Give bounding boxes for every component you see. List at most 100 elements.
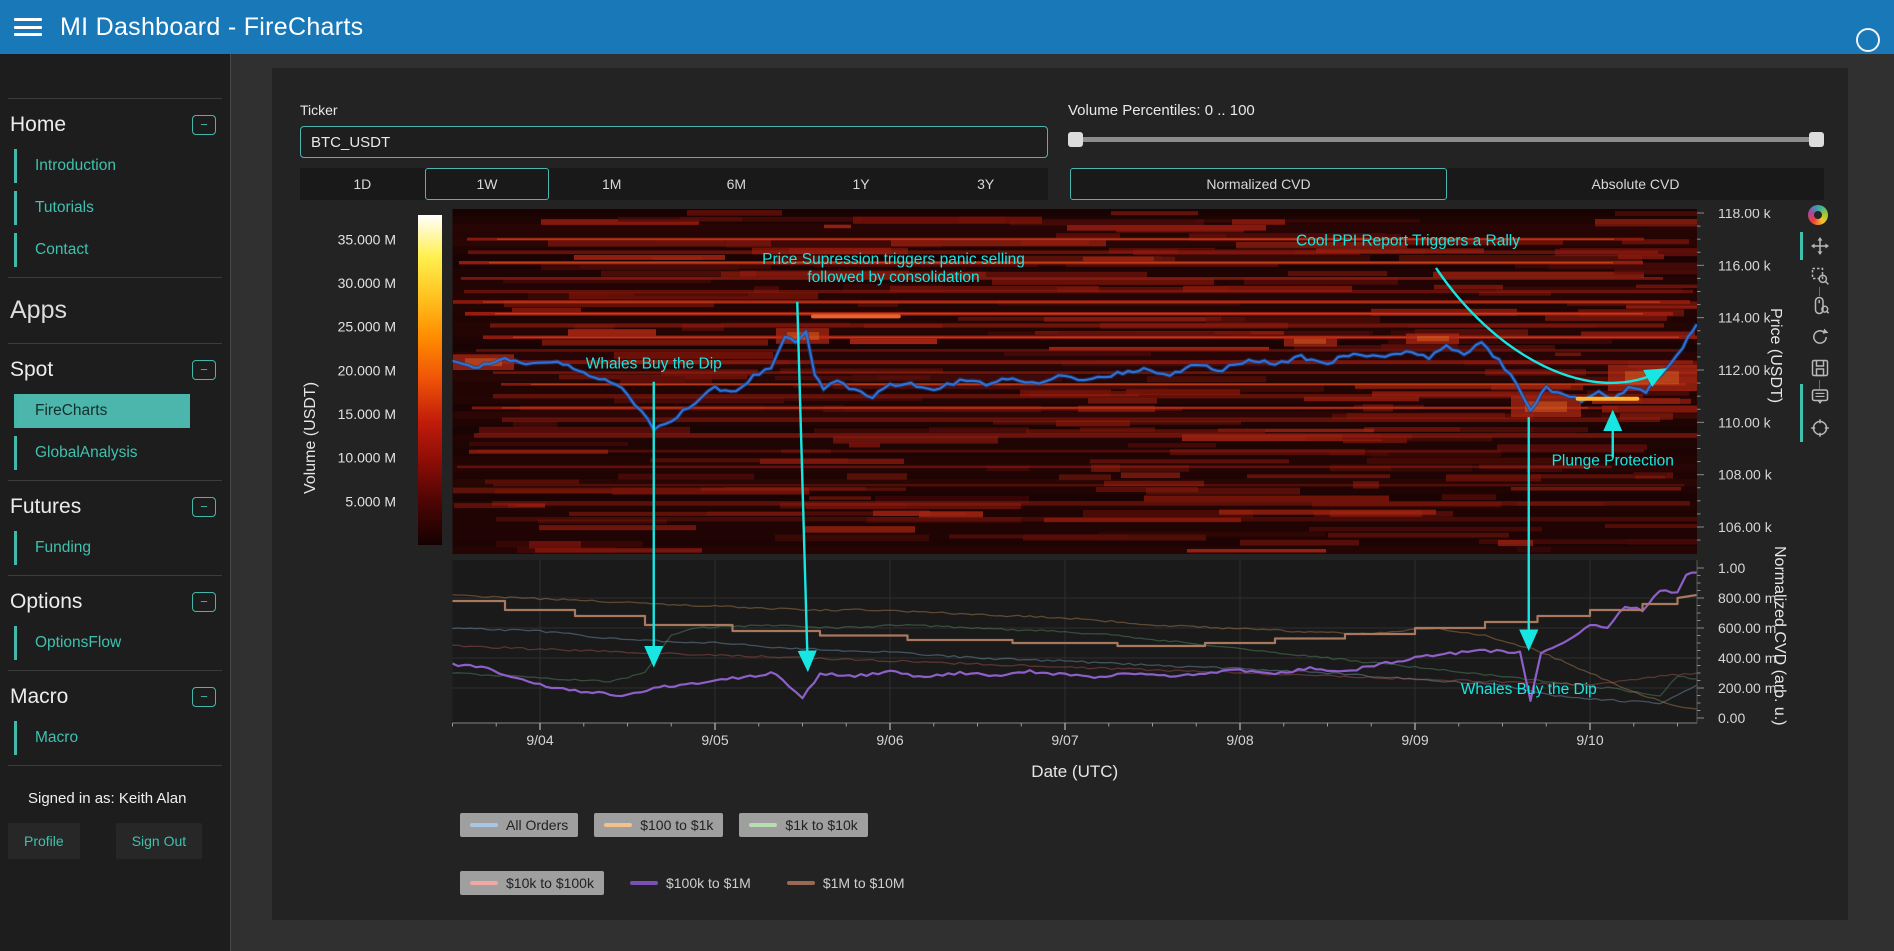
legend-row-1: All Orders $100 to $1k $1k to $10k xyxy=(460,813,868,837)
section-heading: Futures xyxy=(10,495,81,519)
price-tick-label: 112.00 k xyxy=(1718,362,1772,378)
range-button-1y[interactable]: 1Y xyxy=(799,168,924,200)
date-tick-label: 9/09 xyxy=(1401,732,1428,748)
legend-item-100k-1m[interactable]: $100k to $1M xyxy=(620,871,761,895)
legend-item-10k-100k[interactable]: $10k to $100k xyxy=(460,871,604,895)
cvd-tick-label: 400.00 m xyxy=(1718,650,1776,666)
sidebar-item-firecharts[interactable]: FireCharts xyxy=(14,394,190,428)
app-header: MI Dashboard - FireCharts xyxy=(0,0,1894,54)
crosshair-tool-icon[interactable] xyxy=(1810,418,1832,440)
box-zoom-tool-icon[interactable] xyxy=(1810,266,1832,288)
sidebar-section-home: Home − xyxy=(0,109,230,141)
chart-annotation: Whales Buy the Dip xyxy=(1461,681,1597,698)
legend-swatch xyxy=(787,881,815,885)
pan-tool-icon[interactable] xyxy=(1810,236,1832,258)
chart-annotation: Cool PPI Report Triggers a Rally xyxy=(1296,233,1520,250)
slider-track[interactable] xyxy=(1068,137,1824,142)
cvd-tick-label: 600.00 m xyxy=(1718,620,1776,636)
normalized-cvd-button[interactable]: Normalized CVD xyxy=(1070,168,1447,200)
price-tick-label: 118.00 k xyxy=(1718,209,1772,221)
section-heading: Macro xyxy=(10,685,68,709)
legend-swatch xyxy=(749,823,777,827)
signed-in-text: Signed in as: Keith Alan xyxy=(0,776,230,813)
collapse-icon[interactable]: − xyxy=(192,687,216,707)
colorbar-tick-label: 5.000 M xyxy=(345,493,396,509)
time-range-buttons: 1D 1W 1M 6M 1Y 3Y xyxy=(300,168,1048,200)
volume-heatmap xyxy=(453,209,1849,554)
price-axis-title: Price (USDT) xyxy=(1766,308,1784,403)
volume-colorbar xyxy=(418,215,442,545)
active-tool-indicator xyxy=(1800,232,1803,260)
wheel-zoom-tool-icon[interactable] xyxy=(1810,296,1832,318)
range-button-6m[interactable]: 6M xyxy=(674,168,799,200)
save-tool-icon[interactable] xyxy=(1810,358,1832,380)
collapse-icon[interactable]: − xyxy=(192,592,216,612)
sidebar-item-introduction[interactable]: Introduction xyxy=(14,149,190,183)
profile-button[interactable]: Profile xyxy=(8,823,80,859)
firecharts-plot[interactable]: 35.000 M30.000 M25.000 M20.000 M15.000 M… xyxy=(272,209,1848,787)
volume-percentile-slider[interactable] xyxy=(1068,130,1824,150)
cvd-axis-title: Normalized CVD (arb. u.) xyxy=(1770,546,1788,726)
range-button-1m[interactable]: 1M xyxy=(549,168,674,200)
colorbar-tick-label: 30.000 M xyxy=(338,275,396,291)
sidebar-item-macro[interactable]: Macro xyxy=(14,721,190,755)
legend-row-2: $10k to $100k $100k to $1M $1M to $10M xyxy=(460,871,915,895)
legend-swatch xyxy=(630,881,658,885)
cvd-panel-bg xyxy=(453,560,1698,723)
date-tick-label: 9/08 xyxy=(1226,732,1253,748)
cvd-tick-label: 800.00 m xyxy=(1718,590,1776,606)
colorbar-tick-label: 25.000 M xyxy=(338,319,396,335)
cvd-tick-label: 200.00 m xyxy=(1718,680,1776,696)
hamburger-menu-icon[interactable] xyxy=(14,18,42,36)
collapse-icon[interactable]: − xyxy=(192,360,216,380)
colorbar-tick-label: 15.000 M xyxy=(338,406,396,422)
divider xyxy=(8,98,222,99)
ticker-label: Ticker xyxy=(300,102,338,118)
range-button-1w[interactable]: 1W xyxy=(425,168,550,200)
content-card: Ticker Volume Percentiles: 0 .. 100 1D 1… xyxy=(272,68,1848,920)
legend-item-1k-10k[interactable]: $1k to $10k xyxy=(739,813,867,837)
cvd-tick-label: 1.00 xyxy=(1718,560,1745,576)
colorbar-tick-label: 10.000 M xyxy=(338,450,396,466)
collapse-icon[interactable]: − xyxy=(192,115,216,135)
ticker-input[interactable] xyxy=(300,126,1048,158)
absolute-cvd-button[interactable]: Absolute CVD xyxy=(1447,168,1824,200)
colorbar-tick-label: 20.000 M xyxy=(338,362,396,378)
sidebar: Home − Introduction Tutorials Contact Ap… xyxy=(0,54,231,951)
section-heading: Spot xyxy=(10,358,53,382)
date-tick-label: 9/05 xyxy=(701,732,728,748)
page: MI Dashboard - FireCharts Home − Introdu… xyxy=(0,0,1894,951)
slider-handle-high[interactable] xyxy=(1809,132,1824,147)
sidebar-item-optionsflow[interactable]: OptionsFlow xyxy=(14,626,190,660)
slider-handle-low[interactable] xyxy=(1068,132,1083,147)
price-tick-label: 106.00 k xyxy=(1718,519,1773,535)
cvd-mode-buttons: Normalized CVD Absolute CVD xyxy=(1070,168,1824,200)
legend-item-all-orders[interactable]: All Orders xyxy=(460,813,578,837)
reset-tool-icon[interactable] xyxy=(1810,327,1832,349)
range-button-1d[interactable]: 1D xyxy=(300,168,425,200)
sidebar-item-globalanalysis[interactable]: GlobalAnalysis xyxy=(14,436,190,470)
sidebar-section-futures: Futures − xyxy=(0,491,230,523)
sidebar-section-spot: Spot − xyxy=(0,354,230,386)
range-button-3y[interactable]: 3Y xyxy=(923,168,1048,200)
status-circle-icon[interactable] xyxy=(1856,28,1880,52)
legend-item-1m-10m[interactable]: $1M to $10M xyxy=(777,871,915,895)
sign-out-button[interactable]: Sign Out xyxy=(116,823,202,859)
sidebar-section-macro: Macro − xyxy=(0,681,230,713)
divider xyxy=(8,670,222,671)
date-tick-label: 9/04 xyxy=(526,732,553,748)
divider xyxy=(8,765,222,766)
legend-item-100-1k[interactable]: $100 to $1k xyxy=(594,813,723,837)
volume-axis-title: Volume (USDT) xyxy=(302,382,320,494)
sidebar-item-funding[interactable]: Funding xyxy=(14,531,190,565)
divider xyxy=(8,480,222,481)
divider xyxy=(8,277,222,278)
sidebar-section-options: Options − xyxy=(0,586,230,618)
legend-swatch xyxy=(604,823,632,827)
hover-tool-icon[interactable] xyxy=(1810,387,1832,409)
date-tick-label: 9/07 xyxy=(1051,732,1078,748)
sidebar-item-contact[interactable]: Contact xyxy=(14,233,190,267)
divider xyxy=(8,343,222,344)
collapse-icon[interactable]: − xyxy=(192,497,216,517)
sidebar-item-tutorials[interactable]: Tutorials xyxy=(14,191,190,225)
